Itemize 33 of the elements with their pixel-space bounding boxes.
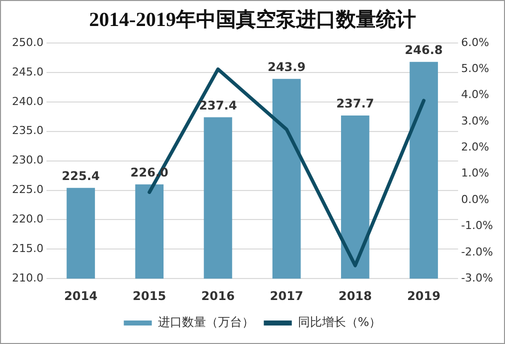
text: 225.4 xyxy=(62,169,100,184)
legend-label: 进口数量（万台） xyxy=(158,315,254,330)
y-tick-label: 220.0 xyxy=(12,212,44,226)
text: 237.7 xyxy=(336,96,374,111)
y2-tick-label: 1.0% xyxy=(461,166,490,180)
y-tick-label: 245.0 xyxy=(12,65,44,78)
text: 237.4 xyxy=(199,98,237,112)
legend-label: 同比增长（%） xyxy=(298,315,382,330)
y-tick-label: 250.0 xyxy=(12,36,44,49)
x-tick-label: 2018 xyxy=(338,288,372,303)
text: 243.9 xyxy=(268,60,306,74)
x-tick-label: 2015 xyxy=(132,288,166,303)
y-tick-label: 210.0 xyxy=(12,271,44,284)
y2-tick-label: 4.0% xyxy=(461,88,490,102)
y-tick-label: 230.0 xyxy=(12,154,44,167)
y2-tick-label: -1.0% xyxy=(461,219,494,232)
chart-title: 2014-2019年中国真空泵进口数量统计 xyxy=(89,8,416,32)
y2-tick-label: 6.0% xyxy=(461,36,490,49)
y-tick-label: 235.0 xyxy=(12,124,44,138)
y-tick-label: 215.0 xyxy=(12,242,44,256)
x-tick-label: 2016 xyxy=(201,288,235,303)
y2-tick-label: 3.0% xyxy=(461,114,490,128)
text: 246.8 xyxy=(404,42,443,57)
x-tick-label: 2014 xyxy=(64,288,98,303)
y2-tick-label: 5.0% xyxy=(461,62,490,76)
y-tick-label: 240.0 xyxy=(12,94,44,108)
y2-tick-label: 2.0% xyxy=(461,140,490,154)
y2-tick-label: 0.0% xyxy=(461,192,490,206)
x-tick-label: 2019 xyxy=(407,288,440,303)
y2-tick-label: -2.0% xyxy=(461,245,494,258)
x-tick-label: 2017 xyxy=(270,288,304,303)
y2-tick-label: -3.0% xyxy=(461,271,494,284)
y-tick-label: 225.0 xyxy=(12,183,44,196)
